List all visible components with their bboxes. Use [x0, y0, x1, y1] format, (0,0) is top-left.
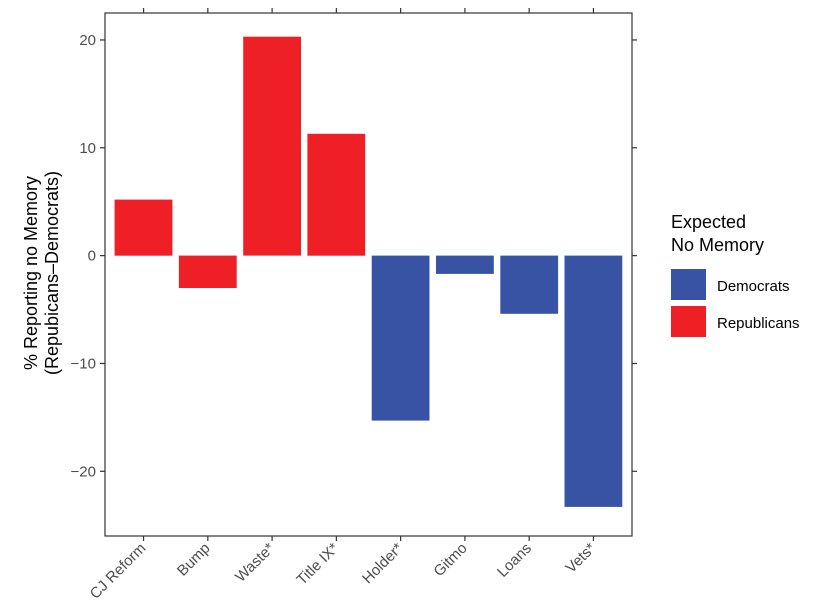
y-tick-label: −20 [71, 463, 96, 480]
x-tick-label: CJ Reform [87, 540, 150, 603]
legend-title-line-2: No Memory [671, 235, 764, 255]
legend-title-line-1: Expected [671, 212, 746, 232]
y-tick-label: 20 [79, 32, 96, 49]
bar-vets [564, 255, 623, 507]
legend-label-democrats: Democrats [717, 278, 790, 295]
x-tick-label: Holder* [359, 540, 407, 588]
bar-waste [243, 36, 301, 256]
x-tick-label: Waste* [232, 540, 278, 586]
x-tick-label: Vets* [562, 540, 599, 577]
plot-border [104, 12, 633, 537]
y-axis-title-line-2: (Repubicans–Democrats) [42, 171, 62, 375]
plot-area: 20 10 0 −10 −20 CJ Reform Bump Waste* Title IX* H… [71, 8, 637, 603]
x-tick-label: Bump [174, 540, 214, 580]
y-tick-label: −10 [71, 355, 96, 372]
y-tick-label: 10 [79, 140, 96, 157]
bar-holder [371, 255, 430, 421]
legend-swatch-republicans [671, 306, 706, 337]
legend-label-republicans: Republicans [717, 315, 800, 332]
bar-gitmo [436, 255, 494, 274]
bar-cj-reform [114, 199, 173, 256]
x-tick-label: Loans [494, 540, 535, 581]
bar-bump [178, 255, 237, 288]
y-tick-label: 0 [88, 248, 96, 265]
y-axis-title-line-1: % Reporting no Memory [21, 176, 41, 370]
x-tick-label: Gitmo [430, 540, 470, 580]
legend: Expected No Memory Democrats Republicans [671, 212, 800, 337]
bar-loans [500, 255, 559, 314]
legend-swatch-democrats [671, 269, 706, 300]
bar-title-ix [307, 133, 366, 256]
x-tick-label: Title IX* [293, 540, 342, 589]
